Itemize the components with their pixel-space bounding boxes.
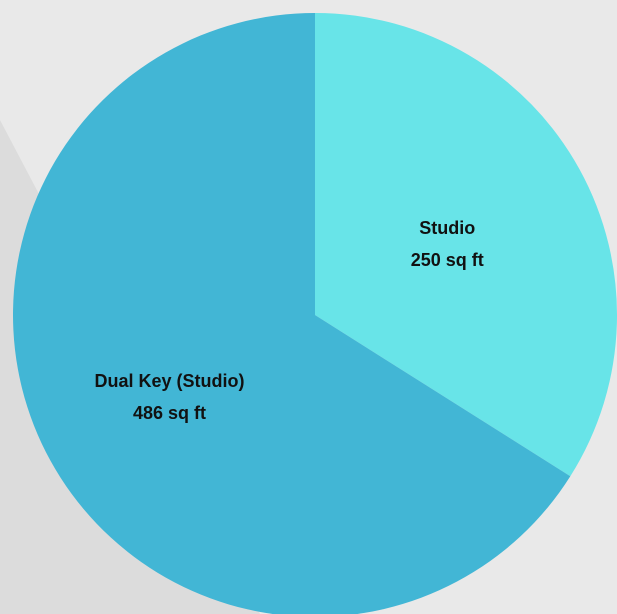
- pie-slices: [13, 13, 617, 614]
- pie-slice-dual-key-studio: [13, 13, 571, 614]
- pie-slice-studio: [315, 13, 617, 477]
- slice-label-dual-key-studio: Dual Key (Studio): [95, 371, 245, 391]
- slice-label-studio: Studio: [419, 218, 475, 238]
- slice-value-studio: 250 sq ft: [411, 250, 484, 270]
- pie-labels: Studio 250 sq ft Dual Key (Studio) 486 sq f…: [95, 218, 484, 423]
- slice-value-dual-key-studio: 486 sq ft: [133, 403, 206, 423]
